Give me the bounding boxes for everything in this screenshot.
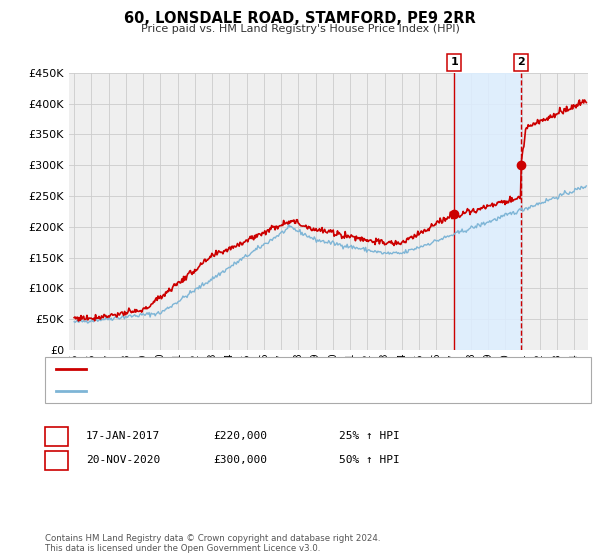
- Text: £220,000: £220,000: [213, 431, 267, 441]
- Text: 2: 2: [52, 454, 61, 467]
- Bar: [454, 73, 521, 350]
- Text: 50% ↑ HPI: 50% ↑ HPI: [339, 455, 400, 465]
- Text: 1: 1: [451, 57, 458, 67]
- Text: Contains HM Land Registry data © Crown copyright and database right 2024.
This d: Contains HM Land Registry data © Crown c…: [45, 534, 380, 553]
- Text: HPI: Average price, semi-detached house, South Kesteven: HPI: Average price, semi-detached house,…: [92, 386, 395, 396]
- Text: 17-JAN-2017: 17-JAN-2017: [86, 431, 160, 441]
- Text: 20-NOV-2020: 20-NOV-2020: [86, 455, 160, 465]
- Text: Price paid vs. HM Land Registry's House Price Index (HPI): Price paid vs. HM Land Registry's House …: [140, 24, 460, 34]
- Text: 25% ↑ HPI: 25% ↑ HPI: [339, 431, 400, 441]
- Text: 1: 1: [52, 429, 61, 442]
- Text: £300,000: £300,000: [213, 455, 267, 465]
- Text: 60, LONSDALE ROAD, STAMFORD, PE9 2RR: 60, LONSDALE ROAD, STAMFORD, PE9 2RR: [124, 11, 476, 26]
- Text: 2: 2: [517, 57, 524, 67]
- Text: 60, LONSDALE ROAD, STAMFORD, PE9 2RR (semi-detached house): 60, LONSDALE ROAD, STAMFORD, PE9 2RR (se…: [92, 364, 438, 374]
